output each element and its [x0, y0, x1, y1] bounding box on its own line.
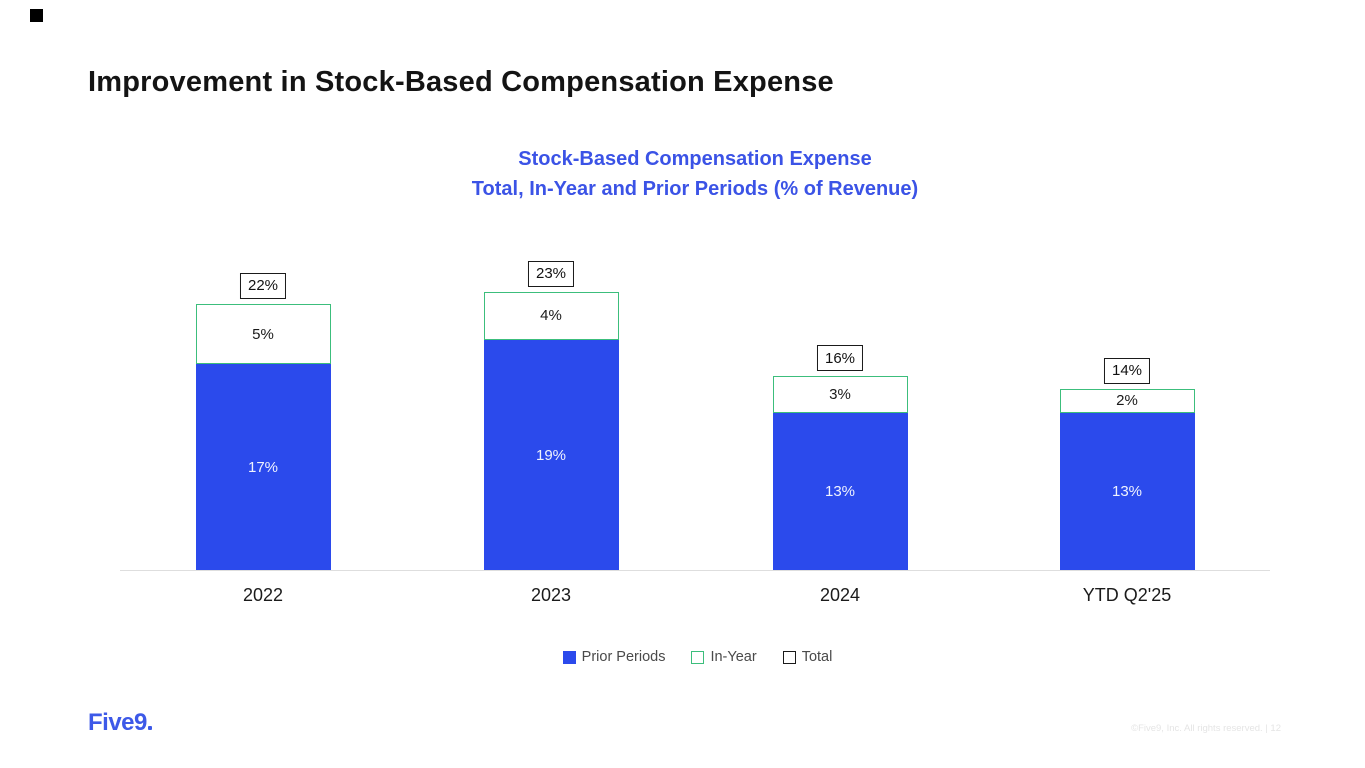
legend-item-prior-periods: Prior Periods — [562, 649, 666, 665]
total-value-box: 22% — [239, 272, 287, 299]
page-title: Improvement in Stock-Based Compensation … — [88, 66, 834, 98]
copyright-text: ©Five9, Inc. All rights reserved. | 12 — [1131, 723, 1281, 734]
legend-label: Total — [801, 649, 833, 665]
prior-periods-value-label: 13% — [824, 482, 856, 500]
prior-periods-segment: 19% — [483, 340, 619, 570]
prior-periods-value-label: 17% — [247, 458, 279, 476]
five9-logo-text: Five9 — [88, 709, 147, 736]
chart-title-line1: Stock-Based Compensation Expense — [518, 148, 872, 170]
prior-periods-segment: 13% — [1059, 412, 1195, 570]
legend-item-in-year: In-Year — [691, 649, 757, 665]
chart-legend: Prior Periods In-Year Total — [0, 649, 1365, 665]
logo-dot-icon — [147, 726, 152, 730]
in-year-value-label: 4% — [540, 307, 562, 325]
legend-swatch-icon — [562, 650, 576, 664]
total-value-box: 23% — [527, 260, 575, 287]
in-year-segment: 2% — [1059, 388, 1195, 413]
in-year-segment: 4% — [483, 291, 619, 341]
legend-label: In-Year — [710, 649, 757, 665]
total-value-box: 14% — [1103, 357, 1151, 384]
legend-item-total: Total — [782, 649, 833, 665]
in-year-segment: 5% — [195, 303, 331, 365]
in-year-value-label: 3% — [829, 386, 851, 404]
prior-periods-value-label: 19% — [535, 446, 567, 464]
prior-periods-segment: 17% — [195, 364, 331, 570]
corner-mark — [30, 9, 43, 22]
category-label: 2022 — [242, 585, 284, 605]
legend-swatch-icon — [691, 650, 705, 664]
category-label: 2023 — [530, 585, 572, 605]
category-label: YTD Q2'25 — [1082, 585, 1172, 605]
category-label: 2024 — [819, 585, 861, 605]
prior-periods-value-label: 13% — [1111, 482, 1143, 500]
total-value-box: 16% — [816, 345, 864, 372]
x-axis-line — [120, 570, 1270, 571]
in-year-segment: 3% — [772, 376, 908, 413]
in-year-value-label: 5% — [252, 325, 274, 343]
legend-label: Prior Periods — [581, 649, 666, 665]
chart-title: Stock-Based Compensation Expense Total, … — [0, 144, 1365, 204]
legend-swatch-icon — [782, 650, 796, 664]
in-year-value-label: 2% — [1116, 392, 1138, 410]
chart-title-line2: Total, In-Year and Prior Periods (% of R… — [471, 178, 919, 200]
prior-periods-segment: 13% — [772, 412, 908, 570]
five9-logo: Five9 — [88, 709, 152, 737]
